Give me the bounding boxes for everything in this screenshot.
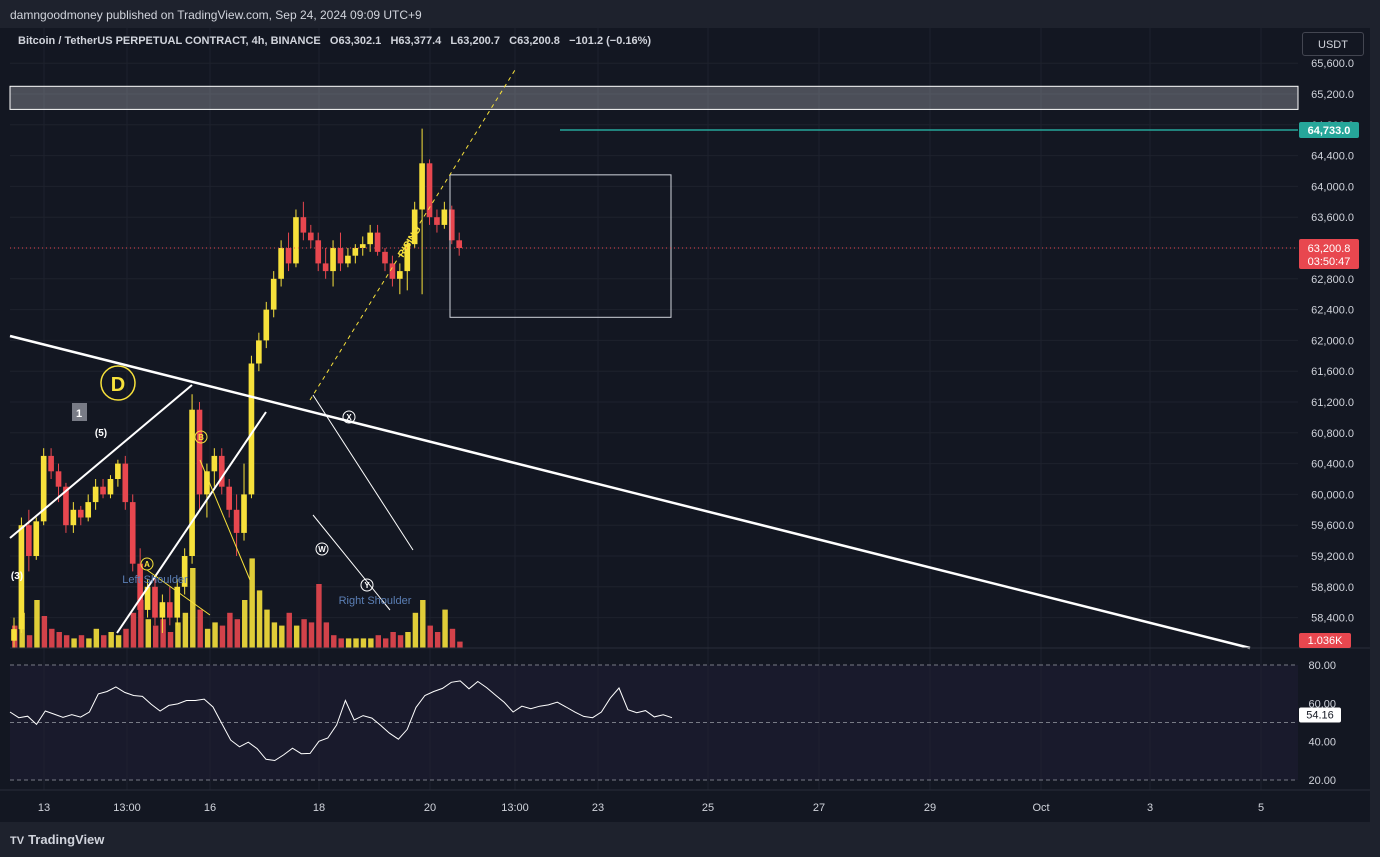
open-value: 63,302.1 [338,35,382,47]
close-value: 63,200.8 [517,35,560,47]
low-label: L [450,35,458,47]
symbol-legend: Bitcoin / TetherUS PERPETUAL CONTRACT, 4… [18,35,651,47]
change-value: −101.2 (−0.16%) [569,35,652,47]
tradingview-logo[interactable]: TV TradingView [10,832,104,847]
chart-area[interactable] [10,28,1298,821]
price-scale[interactable] [1298,28,1370,821]
brand-name: TradingView [28,832,105,847]
right-frame [1370,28,1380,822]
low-value: 63,200.7 [457,35,500,47]
high-value: 63,377.4 [398,35,442,47]
publisher-line: damngoodmoney published on TradingView.c… [10,8,422,22]
high-label: H [390,35,399,47]
tradingview-mark-icon: TV [10,835,25,847]
symbol-name: Bitcoin / TetherUS PERPETUAL CONTRACT, 4… [18,35,321,47]
top-bar: damngoodmoney published on TradingView.c… [0,0,1380,28]
close-label: C [509,35,518,47]
footer-bar [0,822,1380,857]
open-label: O [329,35,339,47]
currency-button[interactable]: USDT [1302,32,1364,56]
